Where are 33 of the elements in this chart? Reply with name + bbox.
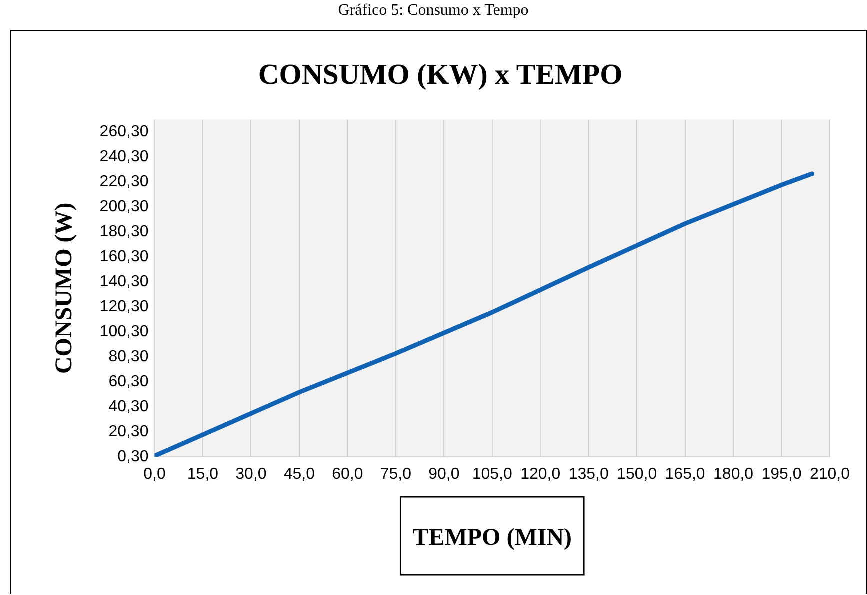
x-tick-label: 15,0 xyxy=(187,466,219,484)
y-tick-label: 60,30 xyxy=(108,373,149,390)
x-axis-title: TEMPO (MIN) xyxy=(412,524,572,551)
x-tick-label: 165,0 xyxy=(665,466,706,484)
x-tick-label: 150,0 xyxy=(617,466,658,484)
y-tick-label: 220,30 xyxy=(100,174,149,191)
y-tick-label: 120,30 xyxy=(100,298,149,316)
y-tick-label: 200,30 xyxy=(100,198,149,216)
text: Gráfico 5: Consumo x Tempo xyxy=(337,1,530,21)
y-tick-label: 140,30 xyxy=(100,274,149,291)
x-tick-label: 60,0 xyxy=(332,466,364,484)
x-tick-label: 45,0 xyxy=(284,466,316,484)
x-tick-label: 180,0 xyxy=(714,466,754,484)
x-tick-label: 0,0 xyxy=(144,466,166,484)
x-tick-label: 120,0 xyxy=(520,466,561,484)
y-tick-label: 100,30 xyxy=(100,324,149,341)
x-tick-label: 135,0 xyxy=(568,466,609,484)
y-tick-label: 40,30 xyxy=(108,398,149,416)
y-tick-label: 180,30 xyxy=(100,224,149,241)
x-tick-label: 105,0 xyxy=(472,466,512,484)
y-tick-label: 80,30 xyxy=(108,348,149,366)
chart-title: CONSUMO (KW) x TEMPO xyxy=(258,58,623,91)
x-tick-label: 30,0 xyxy=(236,466,267,484)
x-tick-label: 75,0 xyxy=(380,466,412,484)
y-tick-label: 260,30 xyxy=(100,124,149,141)
y-tick-label: 240,30 xyxy=(100,148,149,166)
x-tick-label: 210,0 xyxy=(810,466,850,484)
y-tick-label: 0,30 xyxy=(118,448,149,466)
y-tick-label: 160,30 xyxy=(100,248,149,266)
x-tick-label: 90,0 xyxy=(428,466,460,484)
x-tick-label: 195,0 xyxy=(762,466,802,484)
y-axis-title: CONSUMO (W) xyxy=(52,202,78,374)
y-tick-label: 20,30 xyxy=(108,423,149,440)
